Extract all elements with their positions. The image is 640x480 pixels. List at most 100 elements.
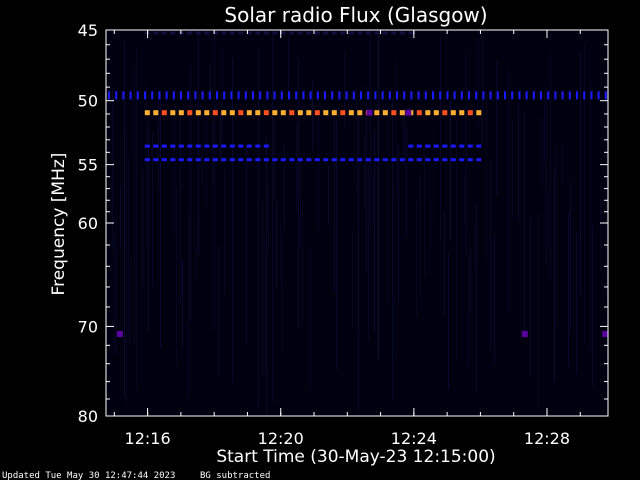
band-segment [263, 110, 269, 116]
band-segment [365, 158, 371, 162]
band-segment [576, 91, 578, 100]
noise-streak [364, 137, 365, 207]
y-tick-label: 45 [78, 21, 98, 40]
noise-streak [196, 222, 197, 280]
chart-title: Solar radio Flux (Glasgow) [224, 3, 487, 27]
band-segment [433, 158, 439, 162]
band-segment [238, 110, 244, 116]
noise-streak [466, 50, 467, 256]
band-segment [324, 91, 326, 100]
band-segment [306, 110, 312, 116]
band-segment [467, 158, 473, 162]
noise-streak [112, 86, 113, 250]
noise-streak [214, 31, 215, 330]
band-segment [432, 91, 434, 100]
band-segment [476, 158, 482, 162]
band-segment [314, 110, 320, 116]
band-segment [108, 91, 110, 100]
band-segment [212, 158, 218, 162]
noise-streak [296, 123, 297, 213]
band-segment [374, 158, 380, 162]
noise-streak [158, 91, 159, 191]
band-segment [348, 110, 354, 116]
noise-streak [512, 119, 513, 217]
band-segment [170, 110, 176, 116]
noise-streak [116, 210, 117, 357]
noise-streak [318, 111, 319, 230]
band-segment [153, 144, 159, 148]
band-segment [165, 91, 168, 100]
band-segment [433, 144, 439, 148]
noise-streak [404, 106, 405, 168]
band-segment [467, 110, 473, 116]
noise-streak [434, 122, 435, 227]
band-segment [306, 158, 312, 162]
band-segment [263, 144, 269, 148]
band-segment [153, 158, 159, 162]
band-53-5-mhz [408, 144, 482, 148]
noise-streak [312, 78, 313, 150]
band-50-9-mhz [144, 110, 482, 116]
band-segment [255, 158, 261, 162]
band-segment [246, 110, 252, 116]
band-segment [450, 110, 456, 116]
band-segment [416, 144, 422, 148]
noise-streak [280, 222, 281, 282]
band-segment [237, 91, 240, 100]
band-segment [476, 110, 482, 116]
band-segment [399, 31, 405, 35]
band-segment [357, 110, 363, 116]
band-segment [382, 158, 388, 162]
noise-streak [336, 120, 337, 370]
band-segment [388, 91, 391, 100]
band-segment [399, 158, 405, 162]
noise-streak [174, 104, 175, 236]
noise-streak [176, 188, 177, 365]
band-segment [170, 158, 176, 162]
band-segment [424, 91, 427, 100]
noise-streak [148, 125, 149, 333]
noise-streak [202, 144, 203, 187]
band-segment [201, 91, 204, 100]
noise-streak [538, 212, 539, 415]
noise-streak [146, 81, 147, 249]
band-segment [172, 91, 175, 100]
band-segment [153, 110, 159, 116]
band-segment [255, 144, 261, 148]
band-segment [459, 110, 465, 116]
noise-streak [388, 101, 389, 307]
noise-streak [392, 99, 393, 402]
noise-streak [120, 185, 121, 248]
band-segment [408, 31, 414, 35]
band-segment [547, 91, 550, 100]
band-segment [597, 91, 600, 100]
band-segment [297, 110, 303, 116]
band-segment [136, 91, 139, 100]
band-segment [382, 31, 388, 35]
band-segment [314, 31, 320, 35]
band-segment [425, 144, 431, 148]
noise-streak [180, 113, 181, 304]
band-segment [459, 158, 465, 162]
noise-streak [530, 217, 531, 374]
band-segment [252, 91, 254, 100]
band-segment [323, 158, 329, 162]
band-segment [425, 158, 431, 162]
noise-streak [134, 65, 135, 344]
noise-streak [430, 198, 431, 248]
noise-streak [142, 169, 143, 287]
noise-streak [224, 169, 225, 295]
band-segment [408, 158, 414, 162]
band-segment [309, 91, 312, 100]
y-tick-label: 70 [78, 317, 98, 336]
noise-streak [372, 173, 373, 225]
band-segment [314, 158, 320, 162]
band-segment [221, 144, 227, 148]
band-segment [170, 144, 176, 148]
band-segment [178, 144, 184, 148]
y-tick-label: 80 [78, 407, 98, 426]
band-segment [583, 91, 586, 100]
noise-streak [482, 35, 483, 145]
spectrogram-noise [112, 30, 607, 415]
noise-streak [420, 172, 421, 295]
